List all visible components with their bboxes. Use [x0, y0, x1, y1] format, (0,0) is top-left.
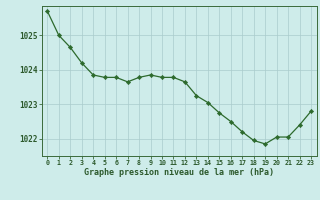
- X-axis label: Graphe pression niveau de la mer (hPa): Graphe pression niveau de la mer (hPa): [84, 168, 274, 177]
